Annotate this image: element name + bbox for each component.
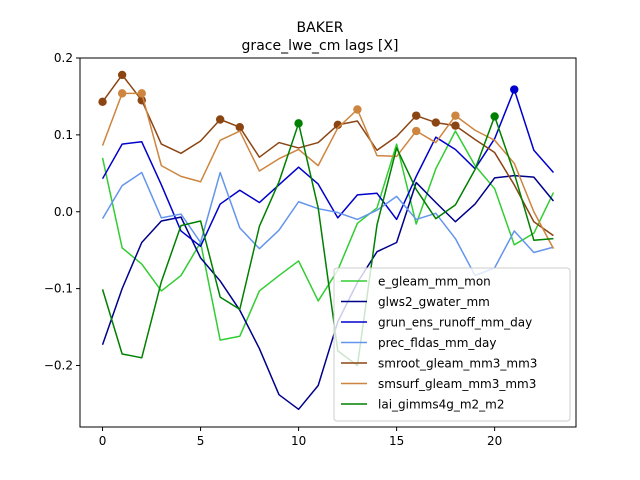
legend-label: glws2_gwater_mm [378, 295, 490, 309]
legend-label: e_gleam_mm_mon [378, 275, 491, 289]
series-marker-smsurf_gleam_mm3_mm3 [137, 89, 146, 98]
y-tick-label: −0.1 [44, 282, 73, 296]
series-marker-grun_ens_runoff_mm_day [510, 85, 519, 94]
series-marker-smroot_gleam_mm3_mm3 [235, 122, 244, 132]
series-marker-smroot_gleam_mm3_mm3 [117, 70, 127, 80]
y-tick-label: 0.1 [54, 128, 73, 142]
legend-label: smroot_gleam_mm3_mm3 [378, 357, 537, 371]
series-line-e_gleam_mm_mon [101, 130, 555, 341]
legend-label: smsurf_gleam_mm3_mm3 [378, 377, 536, 391]
series-line-glws2_gwater_mm [101, 174, 555, 411]
series-marker-smroot_gleam_mm3_mm3 [431, 118, 441, 127]
legend: e_gleam_mm_mon glws2_gwater_mm grun_ens_ru… [333, 267, 571, 422]
series-marker-smsurf_gleam_mm3_mm3 [353, 105, 362, 114]
series-marker-smroot_gleam_mm3_mm3 [451, 121, 460, 130]
x-tick-label: 15 [389, 434, 404, 448]
chart-title: BAKER [297, 20, 344, 36]
y-tick-label: 0.2 [54, 51, 73, 65]
series-marker-smsurf_gleam_mm3_mm3 [451, 111, 460, 120]
x-tick-label: 5 [197, 434, 205, 448]
series-marker-lai_gimms4g_m2_m2 [294, 119, 303, 128]
x-tick-label: 20 [487, 434, 502, 448]
legend-box [333, 267, 571, 422]
y-tick-label: −0.2 [44, 359, 73, 373]
x-tick-label: 10 [291, 434, 306, 448]
legend-label: lai_gimms4g_m2_m2 [378, 398, 505, 412]
series-marker-smsurf_gleam_mm3_mm3 [412, 126, 421, 136]
axis-ticks: 0 5 10 15 20 −0.2 −0.1 0.0 0.1 0.2 [44, 51, 502, 448]
series-marker-smroot_gleam_mm3_mm3 [215, 115, 225, 124]
series-line-smroot_gleam_mm3_mm3 [101, 74, 554, 237]
legend-label: grun_ens_runoff_mm_day [378, 316, 532, 330]
chart-subtitle: grace_lwe_cm lags [X] [242, 38, 399, 54]
series-marker-lai_gimms4g_m2_m2 [490, 112, 499, 121]
series-marker-smroot_gleam_mm3_mm3 [98, 97, 107, 107]
series-line-lai_gimms4g_m2_m2 [101, 115, 554, 367]
series-marker-smroot_gleam_mm3_mm3 [412, 111, 421, 120]
series-marker-smsurf_gleam_mm3_mm3 [117, 89, 127, 98]
series-line-smsurf_gleam_mm3_mm3 [101, 92, 555, 250]
x-tick-label: 0 [99, 434, 107, 448]
series-line-grun_ens_runoff_mm_day [101, 88, 555, 248]
plot-area [98, 70, 555, 411]
y-tick-label: 0.0 [54, 205, 73, 219]
legend-label: prec_fldas_mm_day [378, 336, 497, 350]
axes-frame [79, 57, 577, 428]
